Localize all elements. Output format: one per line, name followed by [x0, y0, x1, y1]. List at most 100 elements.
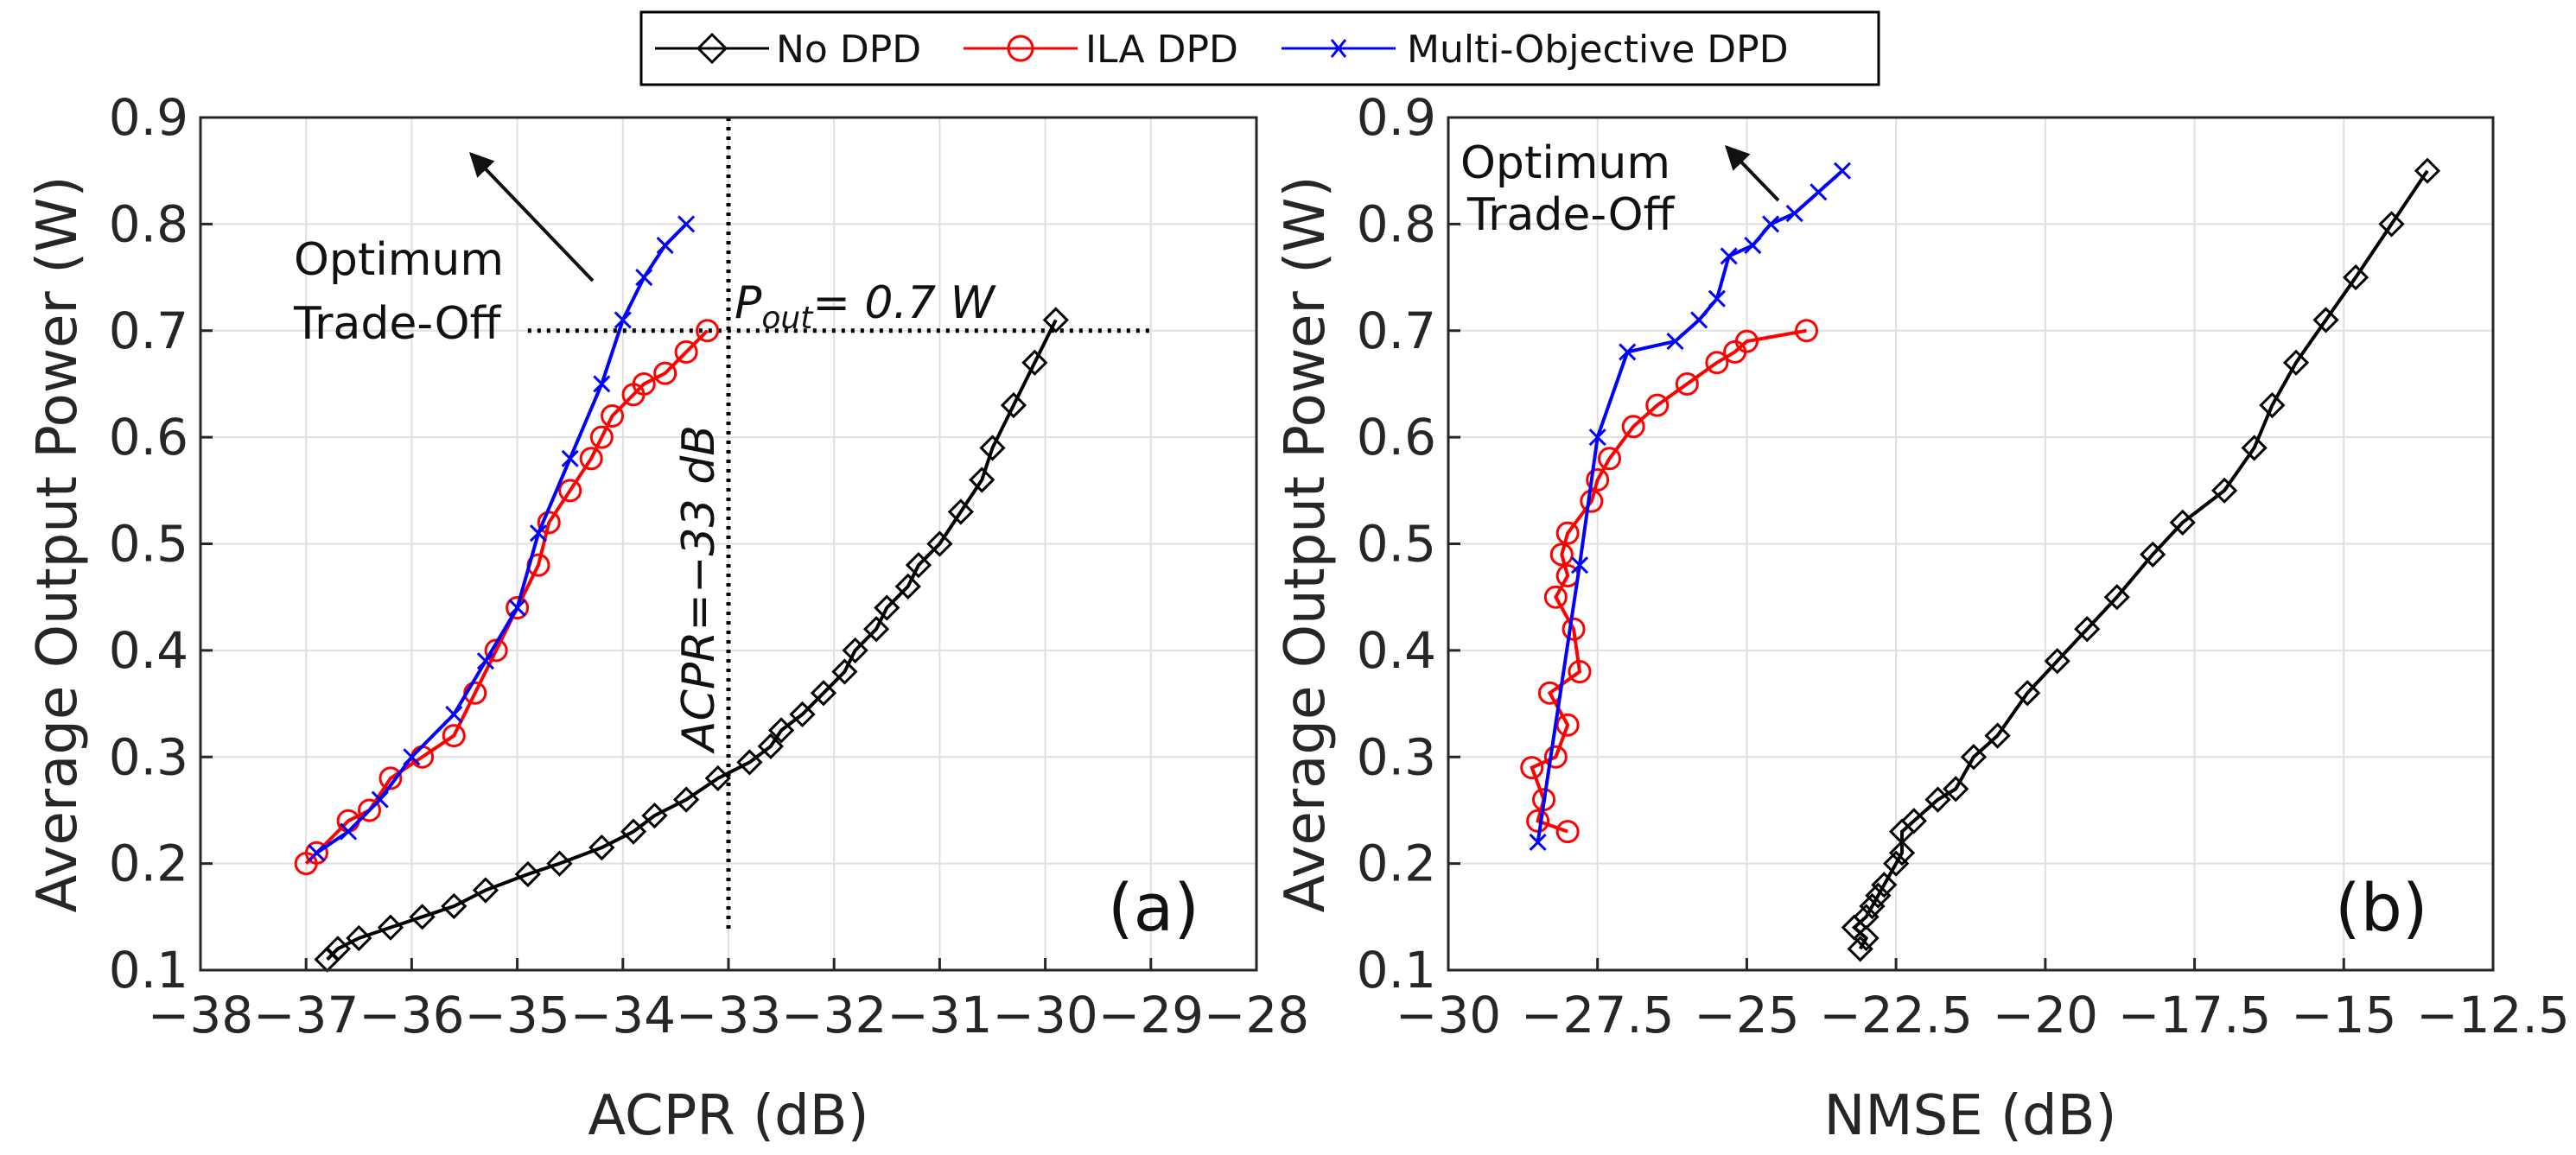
panel-a-label: (a) — [1108, 869, 1199, 946]
data-point-no-dpd — [894, 573, 921, 600]
panel-b-y-ticks: 0.1 0.2 0.3 0.4 0.5 0.6 0.7 0.8 0.9 — [1357, 88, 1460, 1000]
data-point-multi-objective-dpd — [1810, 183, 1828, 201]
data-point-no-dpd — [1900, 808, 1927, 835]
data-point-multi-objective-dpd — [1785, 204, 1803, 223]
data-point-multi-objective-dpd — [1744, 236, 1762, 255]
data-point-no-dpd — [620, 818, 647, 845]
data-point-multi-objective-dpd — [656, 236, 674, 255]
series-no-dpd — [1841, 157, 2441, 962]
series-line-ila-dpd — [1530, 328, 1807, 834]
circle-marker-icon — [1007, 35, 1034, 62]
data-point-no-dpd — [2103, 584, 2130, 611]
series-no-dpd — [314, 307, 1069, 973]
y-tick-label: 0.5 — [109, 515, 188, 574]
series-line-no-dpd — [1851, 169, 2429, 950]
data-point-no-dpd — [472, 877, 499, 904]
legend: No DPD ILA DPD Multi-Objective DPD — [639, 10, 1880, 86]
x-tick-label: −22.5 — [1819, 986, 1973, 1044]
legend-box — [639, 10, 1880, 86]
data-point-ila-dpd — [589, 425, 614, 449]
data-point-no-dpd — [377, 914, 404, 941]
data-point-multi-objective-dpd — [1588, 428, 1606, 447]
panel-b-series — [1520, 157, 2441, 962]
panel-b-y-axis-label: Average Output Power (W) — [1274, 176, 1338, 913]
data-point-ila-dpd — [696, 319, 720, 343]
data-point-ila-dpd — [632, 371, 656, 396]
panel-b-tradeoff-line2: Trade-Off — [1466, 189, 1676, 241]
data-point-no-dpd — [842, 637, 868, 663]
x-tick-label: −29 — [1098, 986, 1204, 1044]
data-point-multi-objective-dpd — [1761, 215, 1780, 233]
x-tick-label: −30 — [992, 986, 1097, 1044]
x-tick-label: −27.5 — [1521, 986, 1675, 1044]
data-point-no-dpd — [831, 658, 858, 685]
y-tick-label: 0.2 — [109, 835, 188, 893]
data-point-ila-dpd — [1555, 820, 1580, 844]
x-tick-label: −31 — [887, 986, 992, 1044]
data-point-no-dpd — [947, 498, 974, 525]
data-point-no-dpd — [1853, 904, 1880, 930]
y-tick-label: 0.3 — [109, 727, 188, 786]
data-point-ila-dpd — [1520, 756, 1544, 780]
data-point-ila-dpd — [601, 403, 625, 428]
panel-a-grid — [200, 117, 1257, 971]
data-point-no-dpd — [736, 749, 763, 776]
y-tick-label: 0.4 — [1357, 621, 1436, 680]
panel-a-y-axis-label: Average Output Power (W) — [26, 176, 90, 913]
panel-a-reference-lines — [527, 117, 1151, 933]
y-tick-label: 0.9 — [109, 88, 188, 147]
y-tick-label: 0.3 — [1357, 727, 1436, 786]
data-point-multi-objective-dpd — [561, 449, 579, 467]
data-point-ila-dpd — [579, 447, 603, 471]
series-ila-dpd — [294, 319, 720, 876]
data-point-multi-objective-dpd — [1720, 247, 1738, 265]
data-point-no-dpd — [1888, 840, 1916, 866]
panel-a-pout-annotation: Pout= 0.7 W — [735, 277, 997, 336]
legend-entry-ila-dpd: ILA DPD — [964, 28, 1238, 72]
y-tick-label: 0.2 — [1357, 835, 1436, 893]
x-tick-label: −15 — [2291, 986, 2396, 1044]
series-multi-objective-dpd — [1529, 162, 1852, 852]
data-point-multi-objective-dpd — [1570, 556, 1589, 574]
data-point-ila-dpd — [1795, 319, 1819, 343]
data-point-multi-objective-dpd — [508, 599, 526, 617]
data-point-no-dpd — [810, 680, 837, 707]
data-point-multi-objective-dpd — [1833, 162, 1852, 180]
panel-b-nmse-chart: −30 −27.5 −25 −22.5 −20 −17.5 −15 −12.5 0.10.20… — [1274, 88, 2570, 1148]
x-tick-label: −34 — [570, 986, 676, 1044]
data-point-no-dpd — [1000, 391, 1027, 419]
data-point-ila-dpd — [1705, 351, 1729, 375]
data-point-multi-objective-dpd — [529, 524, 548, 543]
panel-b-x-axis-label: NMSE (dB) — [1824, 1084, 2117, 1148]
data-point-ila-dpd — [1645, 393, 1670, 417]
panel-a-acpr-annotation: ACPR=−33 dB — [673, 425, 725, 754]
y-tick-label: 0.7 — [109, 301, 188, 360]
data-point-no-dpd — [641, 802, 668, 829]
panel-a-tradeoff-line2: Trade-Off — [293, 298, 502, 350]
data-point-multi-objective-dpd — [593, 375, 611, 393]
data-point-no-dpd — [1042, 307, 1069, 333]
data-point-no-dpd — [1847, 936, 1873, 962]
data-point-multi-objective-dpd — [1708, 289, 1726, 308]
x-tick-label: −25 — [1694, 986, 1799, 1044]
x-marker-icon — [1330, 39, 1347, 58]
data-point-no-dpd — [926, 530, 953, 557]
data-point-no-dpd — [2342, 263, 2369, 291]
data-point-no-dpd — [1883, 850, 1910, 877]
panel-b-x-ticks: −30 −27.5 −25 −22.5 −20 −17.5 −15 −12.5 — [1396, 958, 2570, 1044]
y-tick-label: 0.1 — [109, 941, 188, 1000]
x-tick-label: −35 — [464, 986, 569, 1044]
data-point-ila-dpd — [1555, 521, 1580, 545]
data-point-no-dpd — [409, 904, 436, 930]
data-point-no-dpd — [2414, 157, 2441, 184]
data-point-ila-dpd — [1543, 745, 1568, 769]
data-point-multi-objective-dpd — [476, 652, 495, 670]
data-point-multi-objective-dpd — [1666, 333, 1684, 351]
data-point-no-dpd — [2312, 307, 2339, 333]
data-point-ila-dpd — [1555, 713, 1580, 737]
data-point-no-dpd — [2044, 648, 2070, 675]
panel-a-tradeoff-line1: Optimum — [294, 234, 504, 286]
data-point-ila-dpd — [1734, 329, 1759, 353]
data-point-multi-objective-dpd — [635, 269, 653, 287]
